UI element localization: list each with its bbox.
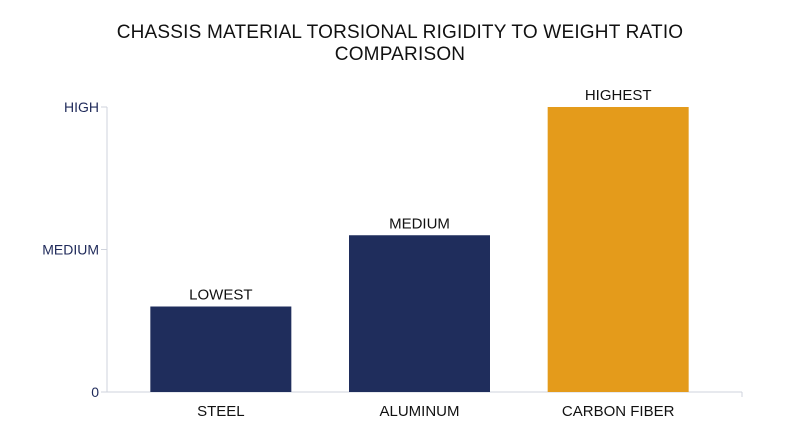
x-tick-label: STEEL [197,403,245,420]
chart-labels: LOWEST STEEL MEDIUM ALUMINUM HIGHEST CARBON F… [189,87,674,420]
bar-steel [150,306,292,392]
chart-title: CHASSIS MATERIAL TORSIONAL RIGIDITY TO W… [0,22,800,66]
data-label: MEDIUM [389,215,450,232]
bar-aluminum [349,235,490,392]
y-tick-label: 0 [91,384,99,400]
data-label: HIGHEST [585,87,652,104]
x-tick-label: ALUMINUM [379,403,459,420]
bar-carbon-fiber [547,107,689,392]
y-tick-label: HIGH [64,99,99,115]
x-tick-label: CARBON FIBER [562,403,675,420]
chart-bars [150,107,689,392]
y-tick-label: MEDIUM [42,242,99,258]
data-label: LOWEST [189,287,252,304]
chart-title-line-2: COMPARISON [334,44,466,65]
chart-title-line-1: CHASSIS MATERIAL TORSIONAL RIGIDITY TO W… [116,22,684,43]
